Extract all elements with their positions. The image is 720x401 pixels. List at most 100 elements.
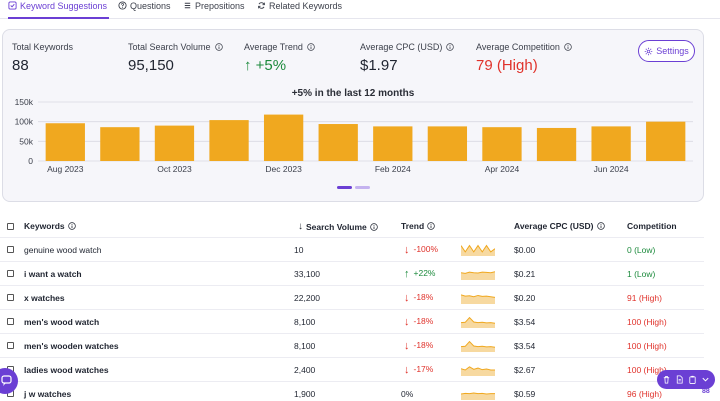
trend-value: -18% bbox=[413, 292, 434, 302]
competition-cell: 0 (Low) bbox=[627, 245, 656, 255]
info-icon[interactable] bbox=[370, 222, 378, 231]
checkbox-icon bbox=[8, 1, 17, 10]
x-tick-label: Feb 2024 bbox=[375, 164, 411, 174]
settings-button[interactable]: Settings bbox=[638, 40, 695, 62]
table-row[interactable]: x watches 22,200 ↓ -18% $0.20 91 (High) bbox=[0, 285, 704, 309]
keyword-cell[interactable]: j w watches bbox=[24, 389, 72, 399]
metric-value: $1.97 bbox=[360, 57, 398, 74]
tab-keyword-suggestions[interactable]: Keyword Suggestions bbox=[8, 0, 109, 19]
keyword-cell[interactable]: genuine wood watch bbox=[24, 245, 102, 255]
carousel-dot-2[interactable] bbox=[355, 186, 370, 189]
table-row[interactable]: men's wood watch 8,100 ↓ -18% $3.54 100 (… bbox=[0, 309, 704, 333]
table-row[interactable]: genuine wood watch 10 ↓ -100% $0.00 0 (Lo… bbox=[0, 237, 704, 261]
carousel-dots bbox=[337, 186, 370, 189]
competition-cell: 100 (High) bbox=[627, 317, 667, 327]
metric-total-search-volume: Total Search Volume 95,150 bbox=[128, 42, 223, 74]
info-icon[interactable] bbox=[307, 43, 315, 51]
metric-label: Average Trend bbox=[244, 42, 303, 52]
trend-cell: ↓ -17% bbox=[404, 363, 434, 376]
volume-cell: 8,100 bbox=[294, 341, 316, 351]
row-checkbox[interactable] bbox=[7, 294, 14, 301]
cpc-cell: $0.00 bbox=[514, 245, 536, 255]
metric-value: +5% bbox=[255, 57, 287, 74]
sparkline-line bbox=[461, 340, 495, 348]
column-header-average-cpc[interactable]: Average CPC (USD) bbox=[514, 221, 594, 231]
keyword-cell[interactable]: i want a watch bbox=[24, 269, 82, 279]
sparkline bbox=[461, 316, 495, 328]
column-header-trend[interactable]: Trend bbox=[401, 221, 425, 231]
table-row[interactable]: men's wooden watches 8,100 ↓ -18% $3.54 1… bbox=[0, 333, 704, 357]
column-header-competition[interactable]: Competition bbox=[627, 221, 677, 231]
row-checkbox[interactable] bbox=[7, 318, 14, 325]
cpc-cell: $2.67 bbox=[514, 365, 536, 375]
sparkline-line bbox=[461, 271, 495, 274]
info-icon[interactable] bbox=[596, 222, 605, 230]
info-icon[interactable] bbox=[564, 43, 572, 51]
y-tick-label: 0 bbox=[28, 156, 33, 166]
tab-related-keywords[interactable]: Related Keywords bbox=[257, 0, 342, 19]
sparkline bbox=[461, 392, 495, 400]
sparkline bbox=[461, 294, 495, 304]
table-row[interactable]: i want a watch 33,100 ↑ +22% $0.21 1 (Low… bbox=[0, 261, 704, 285]
sparkline-line bbox=[461, 366, 495, 371]
tab-prepositions[interactable]: Prepositions bbox=[183, 0, 245, 19]
row-checkbox[interactable] bbox=[7, 270, 14, 277]
column-header-search-volume[interactable]: Search Volume bbox=[306, 221, 367, 232]
floating-action-bar[interactable] bbox=[657, 370, 715, 389]
file-export-icon[interactable] bbox=[675, 375, 684, 384]
metric-value: 79 (High) bbox=[476, 57, 538, 74]
bar bbox=[427, 126, 468, 161]
metric-label: Total Keywords bbox=[12, 42, 74, 52]
cpc-cell: $0.21 bbox=[514, 269, 536, 279]
trend-value: -100% bbox=[413, 244, 439, 254]
sparkline-area bbox=[461, 294, 495, 304]
volume-cell: 33,100 bbox=[294, 269, 320, 279]
table-row[interactable]: ladies wood watches 2,400 ↓ -17% $2.67 10… bbox=[0, 357, 704, 381]
info-icon[interactable] bbox=[446, 43, 455, 51]
trend-down-arrow-icon: ↓ bbox=[404, 244, 410, 256]
tab-bar: Keyword Suggestions Questions Prepositio… bbox=[0, 0, 720, 19]
chat-widget-button[interactable] bbox=[0, 368, 18, 394]
keyword-cell[interactable]: men's wood watch bbox=[24, 317, 100, 327]
metric-total-keywords: Total Keywords 88 bbox=[12, 42, 73, 74]
sort-desc-arrow-icon[interactable]: ↓ bbox=[298, 221, 303, 232]
bar bbox=[482, 127, 522, 161]
summary-card: Total Keywords 88 Total Search Volume 95… bbox=[2, 29, 704, 202]
trend-cell: ↓ -100% bbox=[404, 243, 439, 256]
trend-cell: ↓ -18% bbox=[404, 339, 433, 352]
info-icon[interactable] bbox=[214, 43, 223, 51]
bar bbox=[591, 126, 631, 161]
row-checkbox[interactable] bbox=[7, 246, 14, 253]
sparkline bbox=[461, 366, 495, 376]
clipboard-icon[interactable] bbox=[688, 375, 697, 384]
metric-value: 88 bbox=[12, 57, 29, 74]
tab-questions[interactable]: Questions bbox=[118, 0, 171, 19]
metric-average-trend: Average Trend ↑ +5% bbox=[244, 42, 315, 74]
carousel-dot-1[interactable] bbox=[337, 186, 352, 189]
metric-value: 95,150 bbox=[128, 57, 174, 74]
trash-icon[interactable] bbox=[662, 375, 671, 384]
x-tick-label: Aug 2023 bbox=[47, 164, 84, 174]
sparkline bbox=[461, 271, 495, 280]
sparkline-line bbox=[461, 294, 495, 298]
y-tick-label: 50k bbox=[19, 136, 33, 146]
competition-cell: 96 (High) bbox=[627, 389, 662, 399]
bar bbox=[154, 125, 195, 161]
x-tick-label: Apr 2024 bbox=[485, 164, 520, 174]
trend-value: +22% bbox=[413, 268, 436, 278]
select-all-checkbox[interactable] bbox=[7, 223, 14, 230]
keyword-cell[interactable]: men's wooden watches bbox=[24, 341, 119, 351]
keyword-cell[interactable]: x watches bbox=[24, 293, 65, 303]
column-header-keywords[interactable]: Keywords bbox=[24, 221, 65, 231]
chevron-down-icon[interactable] bbox=[701, 375, 710, 384]
info-icon[interactable] bbox=[67, 222, 76, 230]
sparkline bbox=[461, 340, 495, 352]
volume-cell: 8,100 bbox=[294, 317, 316, 327]
trend-value: -17% bbox=[413, 364, 434, 374]
y-tick-label: 100k bbox=[15, 117, 34, 127]
keyword-cell[interactable]: ladies wood watches bbox=[24, 365, 109, 375]
competition-cell: 100 (High) bbox=[627, 365, 667, 375]
table-row[interactable]: j w watches 1,900 0% $0.59 96 (High) bbox=[0, 381, 704, 401]
row-checkbox[interactable] bbox=[7, 342, 14, 349]
info-icon[interactable] bbox=[427, 222, 435, 230]
